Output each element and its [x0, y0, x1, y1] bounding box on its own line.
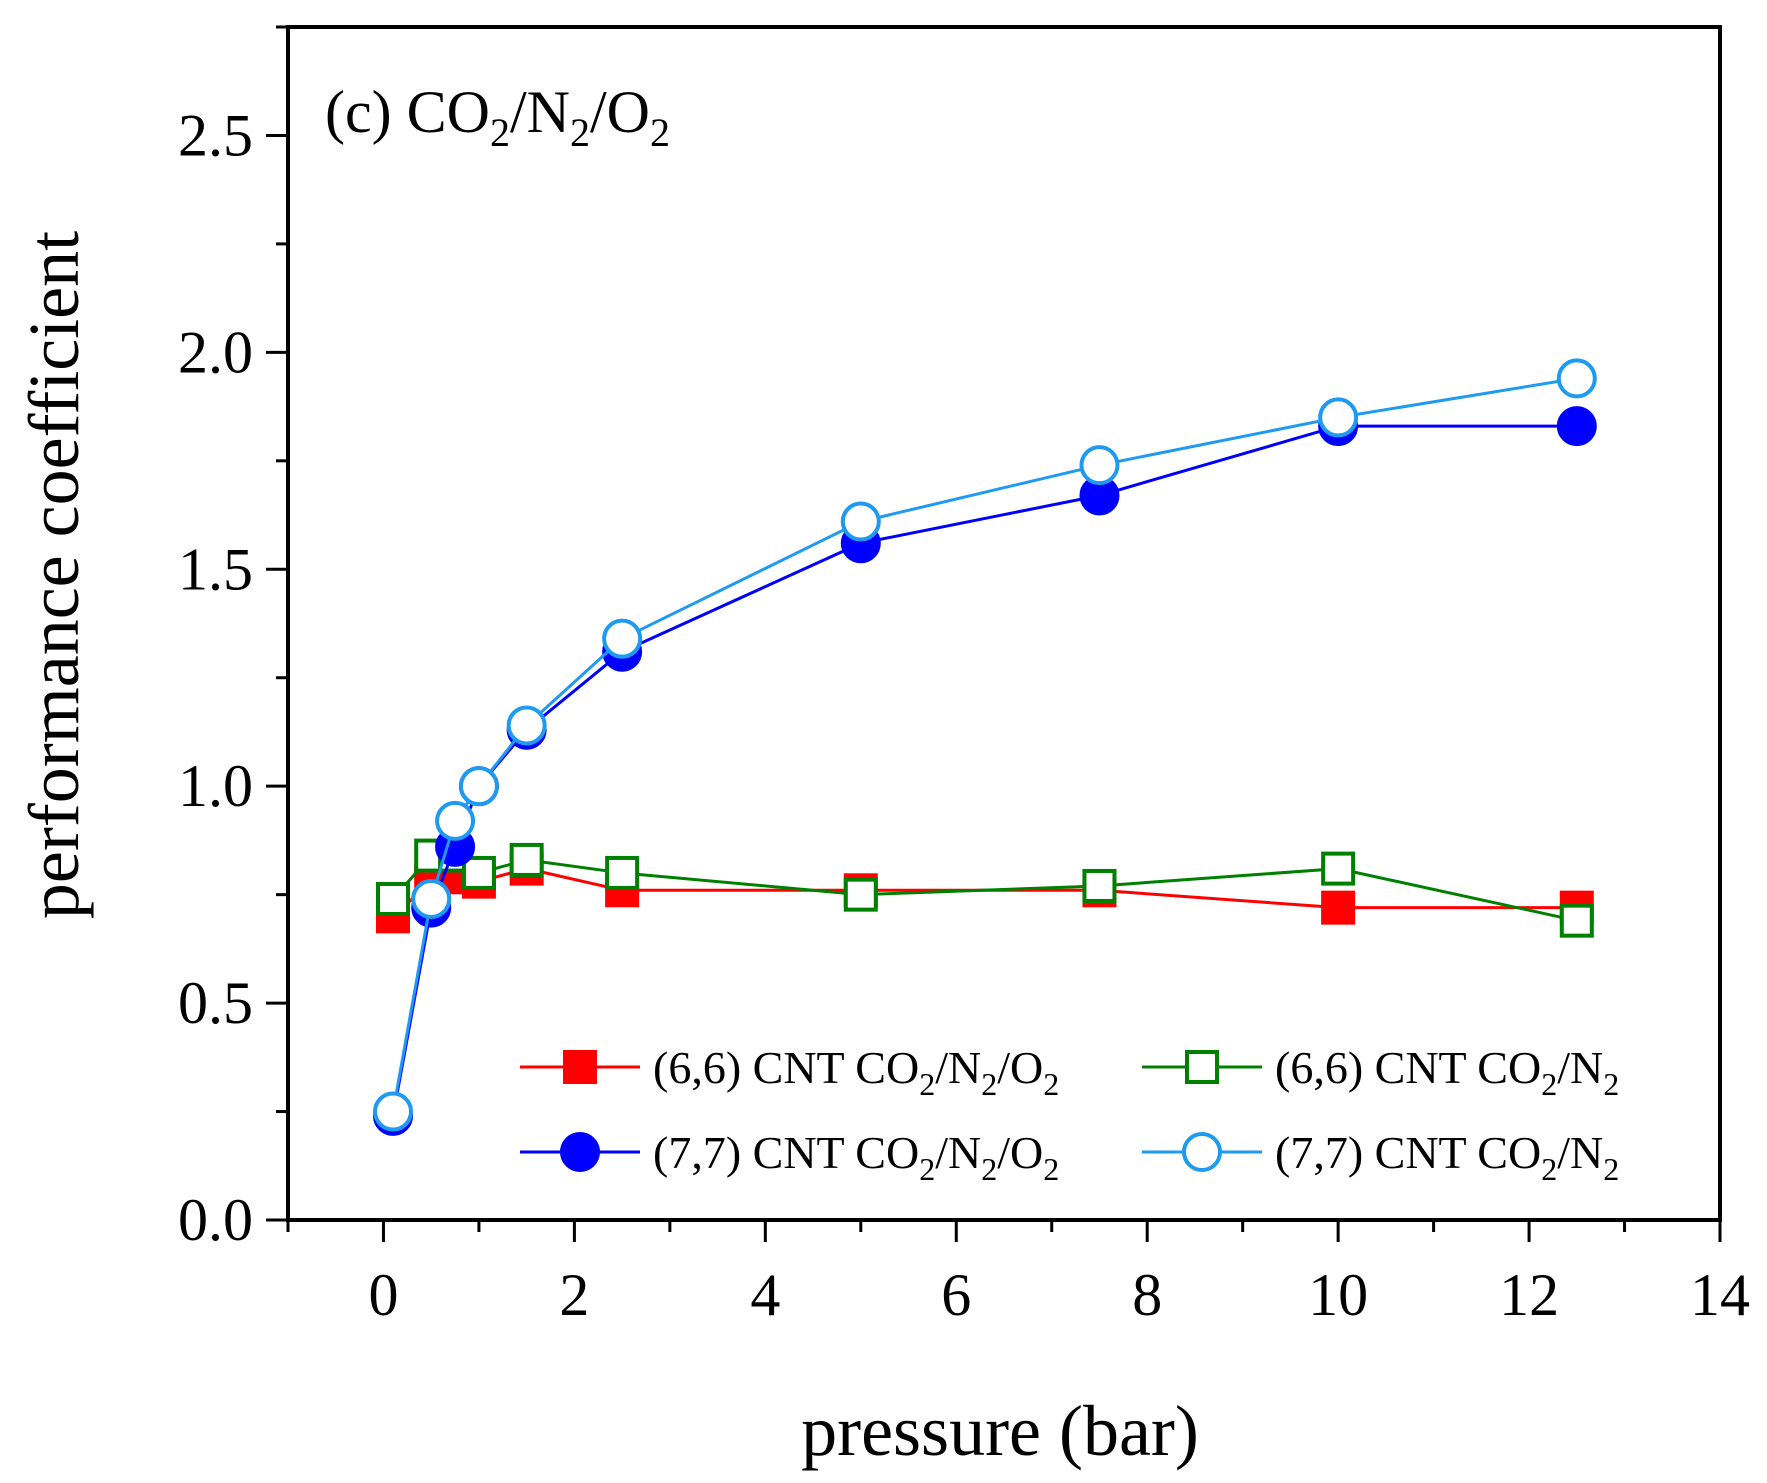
x-tick-label: 14	[1690, 1262, 1750, 1328]
x-axis-title: pressure (bar)	[801, 1391, 1199, 1471]
x-tick-label: 12	[1499, 1262, 1559, 1328]
data-point	[373, 1091, 414, 1132]
data-point	[435, 800, 476, 841]
series-line	[392, 867, 1577, 918]
y-tick-label: 2.5	[178, 102, 253, 168]
y-tick-label: 2.0	[178, 319, 253, 385]
y-tick-label: 1.5	[178, 536, 253, 602]
data-point	[1082, 868, 1117, 903]
series-1	[376, 838, 1594, 938]
data-point	[605, 855, 640, 890]
plot-frame	[286, 25, 1722, 1222]
series-2	[373, 406, 1597, 1136]
data-point	[1556, 358, 1597, 399]
panel-label: (c) CO2/N2/O2	[325, 79, 670, 155]
x-tick-label: 0	[368, 1262, 398, 1328]
x-tick-label: 8	[1132, 1262, 1162, 1328]
data-point	[840, 501, 881, 542]
y-axis-title: performance coefficient	[14, 231, 94, 919]
series-line	[391, 854, 1578, 923]
x-tick-label: 2	[559, 1262, 589, 1328]
legend: (6,6) CNT CO2/N2/O2 (6,6) CNT CO2/N2 (7,7)…	[520, 1042, 1619, 1187]
y-tick-label: 1.0	[178, 753, 253, 819]
x-tick-label: 4	[750, 1262, 780, 1328]
data-point	[1321, 890, 1356, 925]
series-line	[391, 376, 1578, 1112]
data-point	[602, 618, 643, 659]
legend-label: (6,6) CNT CO2/N2/O2	[653, 1042, 1059, 1102]
legend-entry-2: (7,7) CNT CO2/N2/O2	[520, 1127, 1059, 1187]
series-line	[391, 424, 1577, 1117]
legend-entry-0: (6,6) CNT CO2/N2/O2	[520, 1042, 1059, 1102]
data-point	[1559, 903, 1594, 938]
data-point	[843, 877, 878, 912]
x-tick-label: 6	[941, 1262, 971, 1328]
data-point	[458, 766, 499, 807]
data-point	[461, 855, 496, 890]
axes-layer: 0 2 4 6 8 10 12 14 0.0 0.5 1.0 1.5 2.0 2.5	[178, 25, 1750, 1328]
series-layer	[373, 358, 1597, 1136]
data-point	[1321, 851, 1356, 886]
y-tick-label: 0.5	[178, 970, 253, 1036]
data-point	[376, 881, 411, 916]
y-tick-label: 0.0	[178, 1187, 253, 1253]
data-point	[1318, 397, 1359, 438]
data-point	[506, 705, 547, 746]
legend-marker	[560, 1132, 600, 1172]
legend-entry-3: (7,7) CNT CO2/N2	[1142, 1127, 1619, 1187]
legend-label: (6,6) CNT CO2/N2	[1275, 1042, 1619, 1102]
series-3	[373, 358, 1597, 1132]
legend-marker	[1182, 1132, 1222, 1172]
legend-marker	[563, 1050, 597, 1084]
legend-label: (7,7) CNT CO2/N2	[1275, 1127, 1619, 1187]
data-point	[509, 842, 544, 877]
legend-label: (7,7) CNT CO2/N2/O2	[653, 1127, 1059, 1187]
legend-marker	[1185, 1050, 1219, 1084]
data-point	[411, 878, 452, 919]
data-point	[1556, 406, 1597, 447]
x-tick-label: 10	[1308, 1262, 1368, 1328]
data-point	[1079, 445, 1120, 486]
legend-entry-1: (6,6) CNT CO2/N2	[1142, 1042, 1619, 1102]
